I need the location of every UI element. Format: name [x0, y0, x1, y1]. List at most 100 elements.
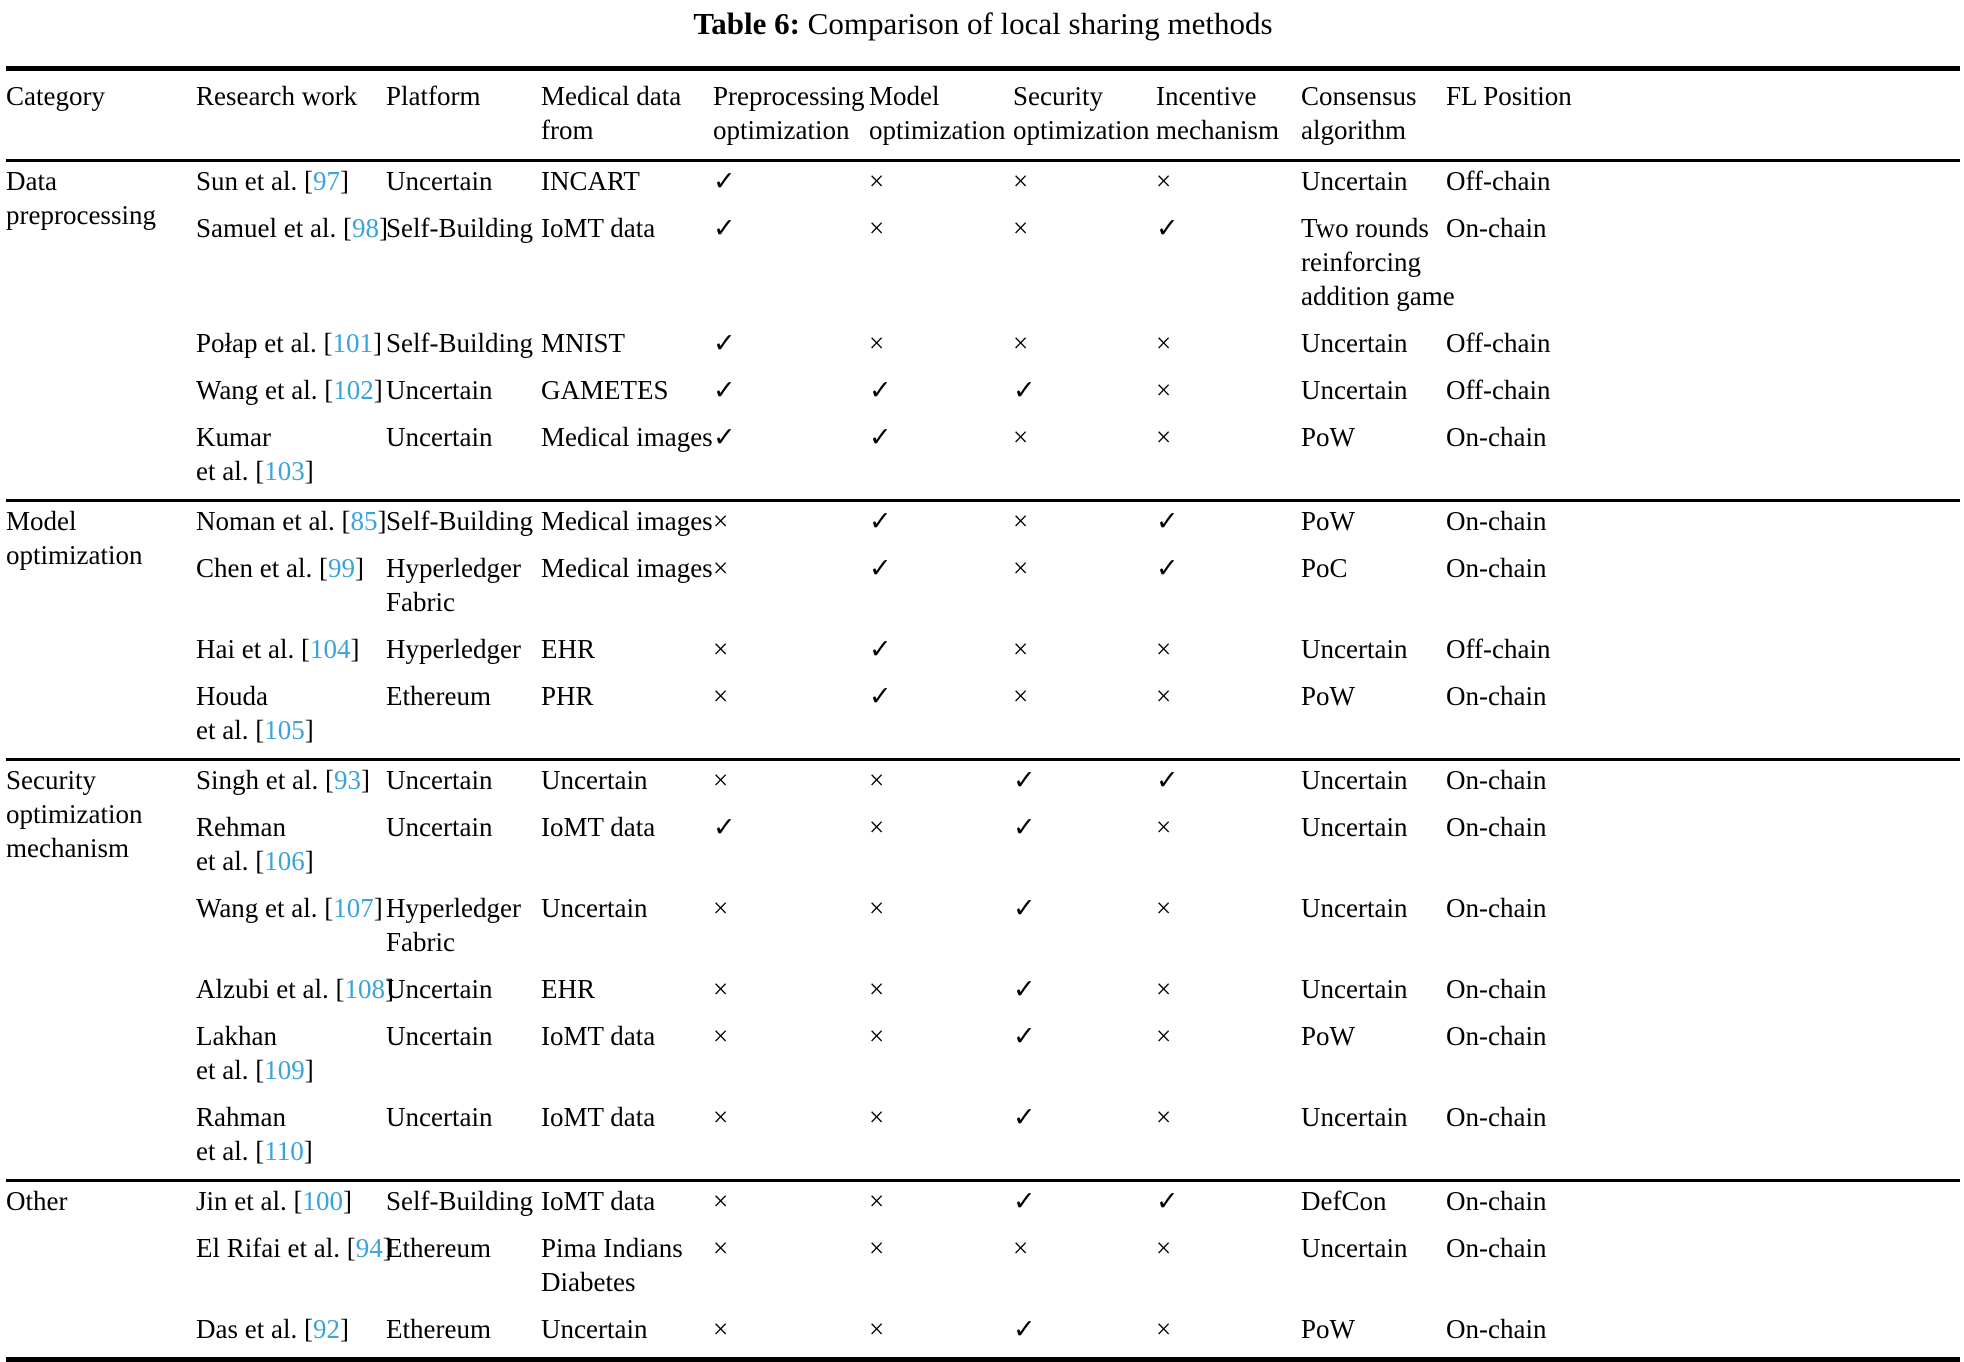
check-icon: ✓ [1156, 553, 1179, 583]
consensus-cell: Uncertain [1301, 974, 1408, 1004]
preprocessing-mark-cell: ✓ [713, 808, 869, 889]
column-header-security-optimization: Security optimization [1013, 81, 1150, 145]
research-work-cell: Wang et al. [102] [196, 375, 383, 405]
research-work-cell: Jin et al. [100] [196, 1186, 352, 1216]
column-header-research-work: Research work [196, 81, 358, 111]
security-mark-cell: × [1013, 630, 1156, 677]
consensus-cell: Uncertain [1301, 375, 1408, 405]
cross-icon: × [713, 1186, 729, 1216]
preprocessing-mark-cell: × [713, 970, 869, 1017]
citation-ref[interactable]: 102 [333, 375, 374, 405]
check-icon: ✓ [1013, 1186, 1036, 1216]
preprocessing-mark-cell: × [713, 501, 869, 550]
consensus-cell: Uncertain [1301, 1102, 1408, 1132]
table-caption-label: Table 6: [693, 6, 800, 41]
cross-icon: × [713, 1314, 729, 1344]
platform-cell: Self-Building [386, 328, 533, 358]
citation-ref[interactable]: 104 [309, 634, 351, 664]
table-row: Das et al. [92] Ethereum Uncertain × × ✓ × PoW O… [6, 1310, 1960, 1360]
security-mark-cell: × [1013, 209, 1156, 324]
cross-icon: × [1013, 553, 1029, 583]
fl-position-cell: On-chain [1446, 213, 1547, 243]
category-group: Data preprocessing Sun et al. [97] Uncertai… [6, 160, 1960, 501]
fl-position-cell: On-chain [1446, 1021, 1547, 1051]
preprocessing-mark-cell: × [713, 1098, 869, 1181]
consensus-cell: PoW [1301, 1314, 1355, 1344]
citation-ref[interactable]: 85 [350, 506, 378, 536]
cross-icon: × [713, 681, 729, 711]
citation-ref[interactable]: 109 [264, 1055, 305, 1085]
column-header-category: Category [6, 81, 105, 111]
cross-icon: × [869, 213, 885, 243]
research-work-cell: Rahman et al. [110] [196, 1102, 313, 1166]
preprocessing-mark-cell: ✓ [713, 371, 869, 418]
cross-icon: × [1013, 634, 1029, 664]
fl-position-cell: Off-chain [1446, 634, 1551, 664]
security-mark-cell: ✓ [1013, 1181, 1156, 1230]
cross-icon: × [1156, 634, 1172, 664]
preprocessing-mark-cell: ✓ [713, 161, 869, 210]
cross-icon: × [1156, 328, 1172, 358]
research-work-cell: Wang et al. [107] [196, 893, 383, 923]
fl-position-cell: On-chain [1446, 812, 1547, 842]
consensus-cell: DefCon [1301, 1186, 1387, 1216]
preprocessing-mark-cell: × [713, 1229, 869, 1310]
model-mark-cell: × [869, 1181, 1013, 1230]
citation-ref[interactable]: 103 [264, 456, 305, 486]
security-mark-cell: × [1013, 324, 1156, 371]
model-mark-cell: × [869, 324, 1013, 371]
citation-ref[interactable]: 99 [327, 553, 355, 583]
cross-icon: × [1013, 166, 1029, 196]
platform-cell: Uncertain [386, 375, 493, 405]
check-icon: ✓ [713, 812, 736, 842]
citation-ref[interactable]: 97 [312, 166, 340, 196]
table-row: Houda et al. [105] Ethereum PHR × ✓ × × PoW On-ch… [6, 677, 1960, 760]
research-work-cell: Alzubi et al. [108] [196, 974, 394, 1004]
consensus-cell: PoW [1301, 1021, 1355, 1051]
consensus-cell: Uncertain [1301, 328, 1408, 358]
citation-ref[interactable]: 98 [351, 213, 379, 243]
citation-ref[interactable]: 106 [264, 846, 305, 876]
security-mark-cell: ✓ [1013, 371, 1156, 418]
check-icon: ✓ [869, 506, 892, 536]
fl-position-cell: On-chain [1446, 1102, 1547, 1132]
citation-ref[interactable]: 108 [344, 974, 385, 1004]
citation-ref[interactable]: 94 [355, 1233, 383, 1263]
check-icon: ✓ [1156, 506, 1179, 536]
research-work-cell: Chen et al. [99] [196, 553, 364, 583]
citation-ref[interactable]: 105 [264, 715, 305, 745]
model-mark-cell: ✓ [869, 501, 1013, 550]
medical-data-cell: Medical images [541, 506, 713, 536]
security-mark-cell: ✓ [1013, 970, 1156, 1017]
fl-position-cell: On-chain [1446, 974, 1547, 1004]
citation-ref[interactable]: 110 [264, 1136, 304, 1166]
research-work-cell: Das et al. [92] [196, 1314, 349, 1344]
citation-ref[interactable]: 100 [302, 1186, 343, 1216]
preprocessing-mark-cell: × [713, 1310, 869, 1360]
consensus-cell: Uncertain [1301, 893, 1408, 923]
table-caption-text: Comparison of local sharing methods [799, 6, 1273, 41]
table-row: Hai et al. [104] Hyperledger EHR × ✓ × × Uncert… [6, 630, 1960, 677]
cross-icon: × [869, 1021, 885, 1051]
cross-icon: × [1156, 375, 1172, 405]
cross-icon: × [713, 1233, 729, 1263]
platform-cell: Uncertain [386, 812, 493, 842]
citation-ref[interactable]: 107 [333, 893, 374, 923]
citation-ref[interactable]: 93 [333, 765, 361, 795]
cross-icon: × [869, 1186, 885, 1216]
medical-data-cell: MNIST [541, 328, 626, 358]
table-row: Chen et al. [99] Hyperledger Fabric Medical… [6, 549, 1960, 630]
security-mark-cell: ✓ [1013, 1098, 1156, 1181]
preprocessing-mark-cell: × [713, 549, 869, 630]
platform-cell: Uncertain [386, 765, 493, 795]
fl-position-cell: On-chain [1446, 1233, 1547, 1263]
cross-icon: × [869, 812, 885, 842]
citation-ref[interactable]: 92 [312, 1314, 340, 1344]
check-icon: ✓ [1013, 765, 1036, 795]
category-cell: Model optimization [6, 506, 143, 570]
security-mark-cell: × [1013, 549, 1156, 630]
research-work-cell: Rehman et al. [106] [196, 812, 314, 876]
citation-ref[interactable]: 101 [332, 328, 373, 358]
category-cell: Other [6, 1186, 68, 1216]
cross-icon: × [713, 553, 729, 583]
